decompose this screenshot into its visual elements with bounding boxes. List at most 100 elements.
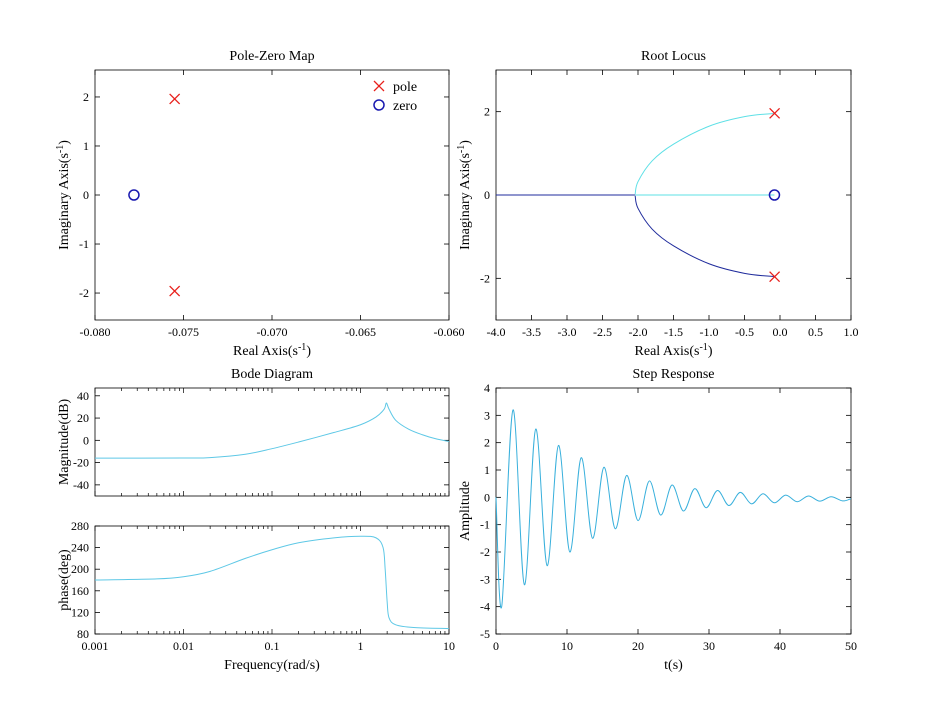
y-tick-label: 240 bbox=[71, 541, 89, 555]
x-axis-label: Real Axis(s-1) bbox=[233, 342, 311, 360]
chart-0-axes: -2 -1 0 1 2 -0.080 -0.075 -0.070 -0.065 -0.060 Pol… bbox=[55, 49, 465, 359]
y-tick-label: 1 bbox=[484, 463, 490, 477]
zero-marker bbox=[128, 189, 140, 201]
x-tick-label: 10 bbox=[443, 639, 455, 653]
pole-x-stroke bbox=[373, 80, 385, 92]
chart-title: Root Locus bbox=[641, 49, 706, 64]
x-tick-label: -3.0 bbox=[558, 325, 577, 339]
locus-branch-1 bbox=[634, 195, 775, 278]
y-tick-label: 0 bbox=[484, 188, 490, 202]
y-axis-label: Imaginary Axis(s-1) bbox=[55, 140, 73, 250]
y-axis-label: Magnitude(dB) bbox=[57, 399, 72, 486]
pole-x-stroke bbox=[769, 107, 781, 119]
y-tick-label: 0 bbox=[484, 490, 490, 504]
y-tick-label: -40 bbox=[73, 478, 89, 492]
phase-curve bbox=[94, 535, 450, 630]
x-tick-label: 1 bbox=[358, 639, 364, 653]
legend-label-zero: zero bbox=[393, 99, 417, 114]
root-locus-branches bbox=[496, 107, 781, 283]
x-tick-label: 50 bbox=[845, 639, 857, 653]
pole-marker bbox=[169, 285, 181, 297]
pole-x-stroke bbox=[769, 271, 781, 283]
y-tick-label: 1 bbox=[83, 139, 89, 153]
y-tick-label: -1 bbox=[79, 237, 89, 251]
plot-frame bbox=[94, 525, 450, 635]
x-tick-label: 0.0 bbox=[773, 325, 788, 339]
y-tick-label: -5 bbox=[480, 627, 490, 641]
chart-title: Pole-Zero Map bbox=[229, 49, 314, 64]
y-tick-label: -2 bbox=[480, 545, 490, 559]
x-tick-label: -0.065 bbox=[345, 325, 376, 339]
y-axis-label: phase(deg) bbox=[57, 549, 72, 611]
legend-zero-marker bbox=[373, 99, 385, 111]
y-tick-label: 3 bbox=[484, 408, 490, 422]
legend: pole zero bbox=[373, 80, 417, 114]
pole-zero-marks bbox=[128, 93, 181, 297]
legend-label-pole: pole bbox=[393, 80, 417, 95]
zero-marker bbox=[768, 189, 781, 201]
x-tick-label: 0.1 bbox=[265, 639, 280, 653]
x-tick-label: 40 bbox=[774, 639, 786, 653]
y-tick-label: 280 bbox=[71, 519, 89, 533]
phase-line bbox=[94, 535, 450, 630]
pole-marker bbox=[769, 107, 781, 119]
chart-3-axes: 80 120 160 200 240 280 0.001 0.01 0.1 1 10 Frequenc… bbox=[57, 519, 455, 673]
x-tick-label: -0.075 bbox=[168, 325, 199, 339]
y-tick-label: 20 bbox=[77, 411, 89, 425]
x-tick-label: -0.080 bbox=[80, 325, 111, 339]
chart-1-axes: -2 0 2 -4.0 -3.5 -3.0 -2.5 -2.0 -1.5 -1.0 -0.5 0.0 0… bbox=[456, 49, 859, 359]
legend-pole-marker bbox=[373, 80, 385, 92]
pole-x-stroke bbox=[169, 285, 181, 297]
plot-frame bbox=[94, 387, 450, 497]
x-tick-label: -1.0 bbox=[700, 325, 719, 339]
y-tick-label: 2 bbox=[484, 436, 490, 450]
y-tick-label: -2 bbox=[79, 286, 89, 300]
y-tick-label: 120 bbox=[71, 605, 89, 619]
x-axis-label: Real Axis(s-1) bbox=[635, 342, 713, 360]
pole-marker bbox=[769, 271, 781, 283]
y-tick-label: 80 bbox=[77, 627, 89, 641]
locus-branch-0 bbox=[634, 112, 775, 195]
y-axis-label: Amplitude bbox=[458, 481, 473, 541]
x-tick-label: -0.070 bbox=[257, 325, 288, 339]
step-line bbox=[495, 409, 852, 609]
x-tick-label: -1.5 bbox=[664, 325, 683, 339]
x-tick-label: 0 bbox=[493, 639, 499, 653]
magnitude-curve bbox=[94, 402, 450, 459]
y-tick-label: 0 bbox=[83, 433, 89, 447]
pole-marker bbox=[169, 93, 181, 105]
y-tick-label: 2 bbox=[484, 105, 490, 119]
x-tick-label: -0.5 bbox=[735, 325, 754, 339]
y-tick-label: 160 bbox=[71, 584, 89, 598]
pole-x-stroke bbox=[169, 93, 181, 105]
x-tick-label: 0.5 bbox=[808, 325, 823, 339]
x-tick-label: -2.5 bbox=[593, 325, 612, 339]
x-tick-label: -3.5 bbox=[522, 325, 541, 339]
x-tick-label: -0.060 bbox=[434, 325, 465, 339]
x-tick-label: 30 bbox=[703, 639, 715, 653]
y-axis-label: Imaginary Axis(s-1) bbox=[456, 140, 474, 250]
x-tick-label: -4.0 bbox=[487, 325, 506, 339]
step-response-curve bbox=[495, 409, 852, 609]
x-axis-label: t(s) bbox=[664, 658, 683, 673]
x-tick-label: 0.01 bbox=[173, 639, 194, 653]
x-axis-label: Frequency(rad/s) bbox=[224, 658, 320, 673]
chart-title: Bode Diagram bbox=[231, 367, 313, 382]
chart-2-axes: -40 -20 0 20 40 Bode Diagram Magnitude(dB) bbox=[57, 367, 450, 497]
y-tick-label: 40 bbox=[77, 389, 89, 403]
x-tick-label: 20 bbox=[632, 639, 644, 653]
y-tick-label: 0 bbox=[83, 188, 89, 202]
plot-frame bbox=[495, 387, 852, 635]
x-tick-label: 10 bbox=[561, 639, 573, 653]
y-tick-label: -2 bbox=[480, 271, 490, 285]
y-tick-label: -1 bbox=[480, 518, 490, 532]
magnitude-line bbox=[94, 402, 450, 459]
x-tick-label: -2.0 bbox=[629, 325, 648, 339]
y-tick-label: 4 bbox=[484, 381, 490, 395]
y-tick-label: -3 bbox=[480, 572, 490, 586]
x-tick-label: 1.0 bbox=[844, 325, 859, 339]
x-tick-label: 0.001 bbox=[82, 639, 109, 653]
y-tick-label: -20 bbox=[73, 456, 89, 470]
